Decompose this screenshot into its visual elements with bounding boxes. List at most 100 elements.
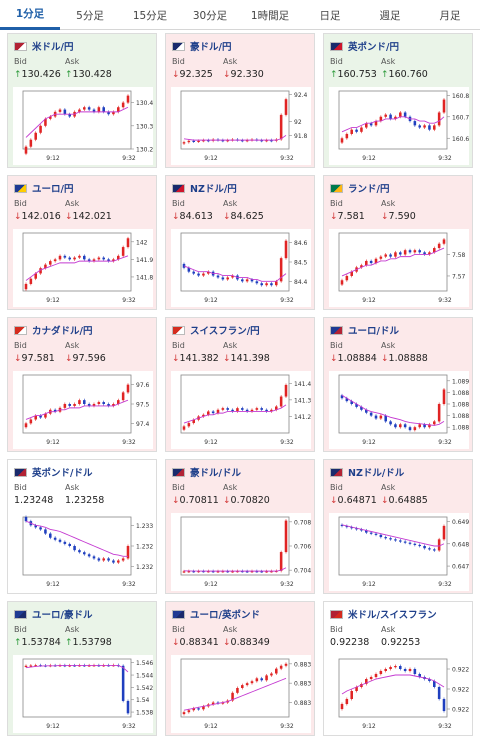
rate-card[interactable]: 米ドル/円 Bid Ask ↑130.426 ↑130.428 130.4 130… — [7, 33, 157, 168]
candle-body — [285, 385, 288, 397]
x-tick-label: 9:32 — [280, 297, 294, 304]
ask-value: ↑130.428 — [65, 69, 112, 80]
x-tick-label: 9:32 — [438, 297, 452, 304]
candle-body — [414, 427, 417, 430]
bid-value: ↑130.426 — [14, 69, 61, 80]
candle-body — [404, 112, 407, 116]
x-tick-label: 9:12 — [46, 155, 60, 162]
flag-icon — [172, 42, 185, 51]
rate-card[interactable]: スイスフラン/円 Bid Ask ↓141.382 ↓141.398 141.4… — [165, 317, 315, 452]
rate-card[interactable]: NZドル/ドル Bid Ask ↓0.64871 ↓0.64885 0.649 0… — [323, 459, 473, 594]
ask-number: 130.428 — [73, 69, 112, 80]
trend-arrow-icon: ↓ — [381, 212, 389, 222]
ask-number: 0.64885 — [389, 495, 428, 506]
flag-icon — [14, 42, 27, 51]
candle-body — [409, 669, 412, 671]
candle-body — [25, 517, 28, 521]
y-tick-label: 1.542 — [136, 685, 153, 692]
chart-frame — [339, 375, 447, 433]
candle-body — [83, 552, 86, 554]
pair-title: 豪ドル/ドル — [172, 465, 241, 479]
bid-number: 142.016 — [22, 211, 61, 222]
tab-5[interactable]: 日足 — [300, 0, 360, 30]
candle-body — [183, 571, 186, 572]
candle-body — [414, 121, 417, 125]
rate-card[interactable]: ユーロ/ドル Bid Ask ↓1.08884 ↓1.08888 1.089 1.… — [323, 317, 473, 452]
tab-6[interactable]: 週足 — [360, 0, 420, 30]
rate-card[interactable]: 米ドル/スイスフラン Bid Ask 0.92238 0.92253 0.922… — [323, 601, 473, 736]
candle-body — [98, 558, 101, 560]
candle-body — [418, 250, 421, 252]
pair-name: 米ドル/円 — [32, 39, 73, 53]
flag-icon — [172, 610, 185, 619]
candle-body — [217, 276, 220, 278]
ask-label: Ask — [65, 625, 79, 634]
candle-body — [197, 141, 200, 142]
candle-body — [30, 279, 33, 284]
tab-0[interactable]: 1分足 — [0, 0, 60, 30]
candle-body — [236, 408, 239, 411]
ask-value: ↓0.88349 — [223, 637, 270, 648]
pair-name: ランド/円 — [348, 181, 389, 195]
bid-label: Bid — [14, 341, 27, 350]
candle-body — [375, 416, 378, 419]
bid-label: Bid — [14, 483, 27, 492]
candle-body — [380, 257, 383, 259]
rate-card[interactable]: NZドル/円 Bid Ask ↓84.613 ↓84.625 84.6 84.5 8… — [165, 175, 315, 310]
candle-body — [188, 141, 191, 142]
trend-arrow-icon: ↓ — [223, 496, 231, 506]
candle-body — [433, 125, 436, 129]
candle-body — [25, 423, 28, 427]
tab-4[interactable]: 1時間足 — [240, 0, 300, 30]
chart-svg: 130.4130.3130.29:12 9:32 — [13, 87, 153, 165]
candle-body — [270, 674, 273, 676]
bid-label: Bid — [172, 483, 185, 492]
candle-body — [404, 542, 407, 543]
rate-card[interactable]: ユーロ/円 Bid Ask ↓142.016 ↓142.021 142 141.9… — [7, 175, 157, 310]
candle-body — [241, 408, 244, 410]
bid-label: Bid — [14, 199, 27, 208]
candle-body — [394, 252, 397, 256]
candle-body — [414, 250, 417, 252]
ask-number: 141.398 — [231, 353, 270, 364]
rate-card[interactable]: カナダドル/円 Bid Ask ↓97.581 ↓97.596 97.6 97.5… — [7, 317, 157, 452]
rate-chart: 0.92280.92260.92249:129:32 — [329, 655, 469, 733]
bid-value: ↓0.88341 — [172, 637, 219, 648]
rate-chart: 142 141.9 141.8 9:12 9:32 — [13, 229, 153, 307]
rate-card[interactable]: 豪ドル/円 Bid Ask ↓92.325 ↓92.330 92.4 92 91.8… — [165, 33, 315, 168]
rate-card[interactable]: 英ポンド/円 Bid Ask ↑160.753 ↑160.760 160.8 16… — [323, 33, 473, 168]
y-tick-label: 0.706 — [294, 544, 311, 551]
tab-2[interactable]: 15分足 — [120, 0, 180, 30]
ask-value: ↓0.64885 — [381, 495, 428, 506]
bid-number: 92.325 — [180, 69, 213, 80]
tab-7[interactable]: 月足 — [420, 0, 480, 30]
y-tick-label: 141.8 — [136, 274, 153, 281]
ask-value: ↓142.021 — [65, 211, 112, 222]
rate-card[interactable]: ユーロ/豪ドル Bid Ask ↑1.53784 ↑1.53798 1.546 1… — [7, 601, 157, 736]
tab-1[interactable]: 5分足 — [60, 0, 120, 30]
pair-name: ユーロ/円 — [32, 181, 73, 195]
candle-body — [341, 280, 344, 284]
rate-card[interactable]: ユーロ/英ポンド Bid Ask ↓0.88341 ↓0.88349 0.883… — [165, 601, 315, 736]
candle-body — [370, 533, 373, 534]
bid-label: Bid — [172, 199, 185, 208]
rate-card[interactable]: 豪ドル/ドル Bid Ask ↓0.70811 ↓0.70820 0.708 0.… — [165, 459, 315, 594]
ask-label: Ask — [381, 483, 395, 492]
rate-chart: 97.6 97.5 97.4 9:12 9:32 — [13, 371, 153, 449]
bid-number: 130.426 — [22, 69, 61, 80]
rate-card[interactable]: 英ポンド/ドル Bid Ask 1.23248 1.23258 1.233 1.2… — [7, 459, 157, 594]
x-tick-label: 9:12 — [362, 297, 376, 304]
pair-name: ユーロ/豪ドル — [32, 607, 92, 621]
bid-label: Bid — [172, 57, 185, 66]
x-tick-label: 9:32 — [122, 297, 136, 304]
tab-3[interactable]: 30分足 — [180, 0, 240, 30]
ask-number: 92.330 — [231, 69, 264, 80]
candle-body — [384, 416, 387, 422]
candle-body — [64, 256, 67, 258]
rate-card[interactable]: ランド/円 Bid Ask ↓7.581 ↓7.590 7.58 7.57 9:12… — [323, 175, 473, 310]
ask-number: 142.021 — [73, 211, 112, 222]
candle-body — [241, 685, 244, 688]
y-tick-label: 1.544 — [136, 673, 153, 680]
pair-name: ユーロ/ドル — [348, 323, 399, 337]
candle-body — [285, 521, 288, 552]
